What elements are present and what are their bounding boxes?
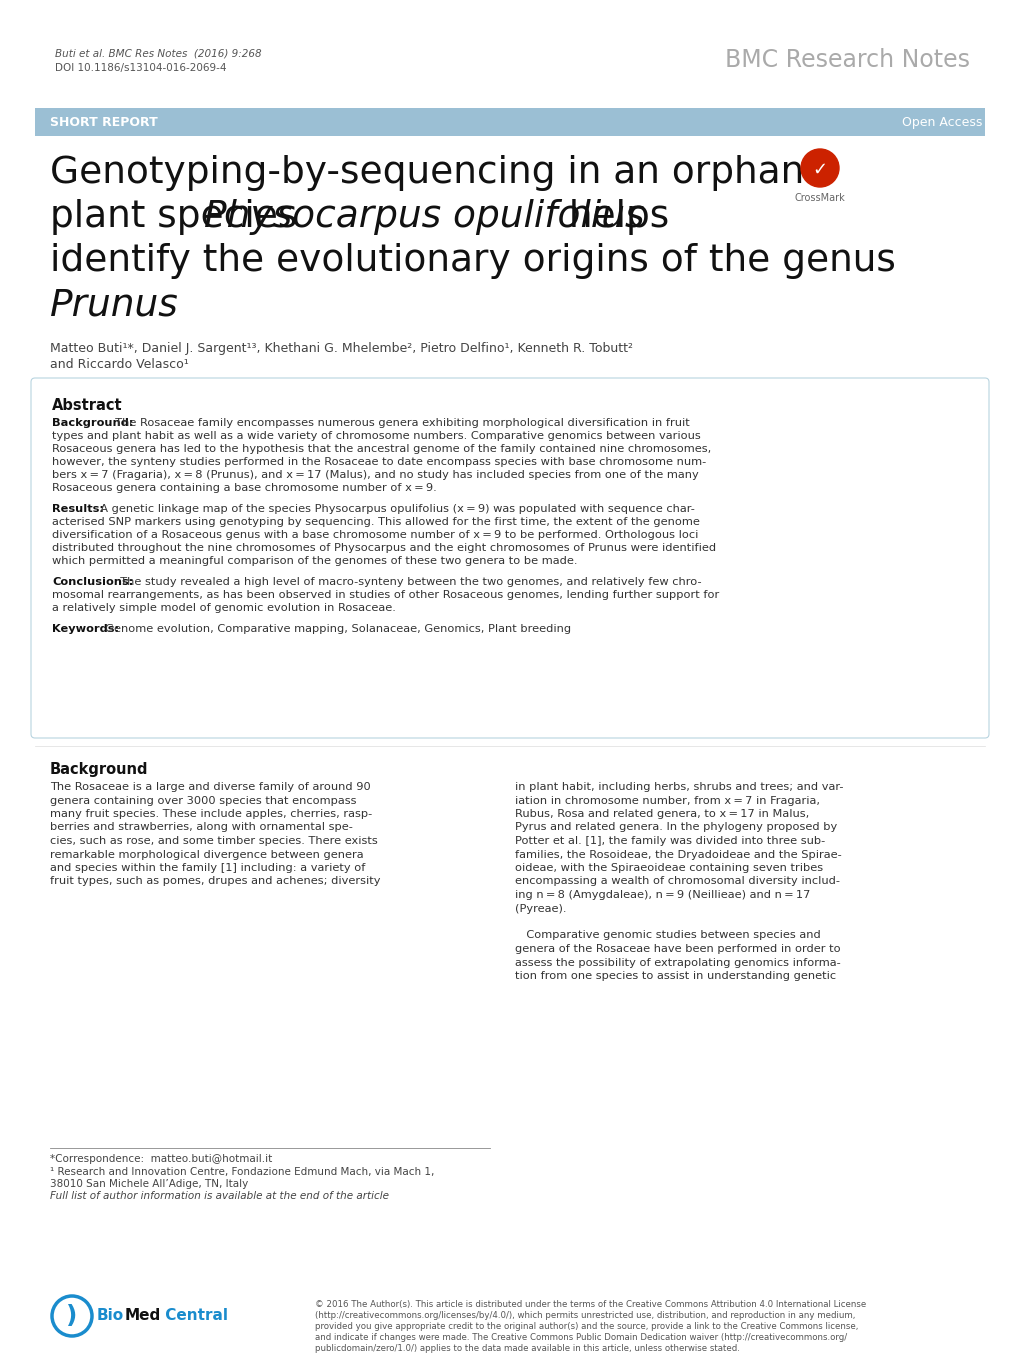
Text: types and plant habit as well as a wide variety of chromosome numbers. Comparati: types and plant habit as well as a wide … [52, 431, 700, 440]
Text: A genetic linkage map of the species Physocarpus opulifolius (x = 9) was populat: A genetic linkage map of the species Phy… [93, 504, 694, 514]
Text: Genome evolution, Comparative mapping, Solanaceae, Genomics, Plant breeding: Genome evolution, Comparative mapping, S… [98, 625, 571, 634]
Text: which permitted a meaningful comparison of the genomes of these two genera to be: which permitted a meaningful comparison … [52, 556, 577, 566]
Text: publicdomain/zero/1.0/) applies to the data made available in this article, unle: publicdomain/zero/1.0/) applies to the d… [315, 1344, 739, 1354]
Text: acterised SNP markers using genotyping by sequencing. This allowed for the first: acterised SNP markers using genotyping b… [52, 518, 699, 527]
Text: Full list of author information is available at the end of the article: Full list of author information is avail… [50, 1191, 388, 1201]
Text: ✓: ✓ [812, 161, 826, 179]
Text: iation in chromosome number, from x = 7 in Fragaria,: iation in chromosome number, from x = 7 … [515, 795, 819, 805]
Text: Buti et al. BMC Res Notes  (2016) 9:268: Buti et al. BMC Res Notes (2016) 9:268 [55, 47, 261, 58]
Text: bers x = 7 (Fragaria), x = 8 (Prunus), and x = 17 (Malus), and no study has incl: bers x = 7 (Fragaria), x = 8 (Prunus), a… [52, 470, 698, 480]
Text: Open Access: Open Access [901, 117, 981, 129]
Text: helps: helps [556, 199, 668, 234]
Text: assess the possibility of extrapolating genomics informa-: assess the possibility of extrapolating … [515, 958, 840, 967]
Text: Genotyping-by-sequencing in an orphan: Genotyping-by-sequencing in an orphan [50, 154, 803, 191]
Text: ¹ Research and Innovation Centre, Fondazione Edmund Mach, via Mach 1,: ¹ Research and Innovation Centre, Fondaz… [50, 1167, 434, 1177]
Text: Central: Central [160, 1308, 228, 1322]
Text: Bio: Bio [97, 1308, 124, 1322]
Text: in plant habit, including herbs, shrubs and trees; and var-: in plant habit, including herbs, shrubs … [515, 782, 843, 793]
Text: and species within the family [1] including: a variety of: and species within the family [1] includ… [50, 863, 365, 873]
Text: ing n = 8 (Amygdaleae), n = 9 (Neillieae) and n = 17: ing n = 8 (Amygdaleae), n = 9 (Neillieae… [515, 890, 809, 900]
Text: encompassing a wealth of chromosomal diversity includ-: encompassing a wealth of chromosomal div… [515, 877, 840, 886]
Text: distributed throughout the nine chromosomes of Physocarpus and the eight chromos: distributed throughout the nine chromoso… [52, 543, 715, 553]
Text: The Rosaceae family encompasses numerous genera exhibiting morphological diversi: The Rosaceae family encompasses numerous… [108, 417, 689, 428]
Text: Potter et al. [1], the family was divided into three sub-: Potter et al. [1], the family was divide… [515, 836, 824, 846]
Text: plant species: plant species [50, 199, 309, 234]
Text: Matteo Buti¹*, Daniel J. Sargent¹³, Khethani G. Mhelembe², Pietro Delfino¹, Kenn: Matteo Buti¹*, Daniel J. Sargent¹³, Khet… [50, 341, 633, 355]
Text: *Correspondence:  matteo.buti@hotmail.it: *Correspondence: matteo.buti@hotmail.it [50, 1154, 272, 1164]
Text: (http://creativecommons.org/licenses/by/4.0/), which permits unrestricted use, d: (http://creativecommons.org/licenses/by/… [315, 1312, 855, 1320]
Text: CrossMark: CrossMark [794, 192, 845, 203]
Text: Rosaceous genera has led to the hypothesis that the ancestral genome of the fami: Rosaceous genera has led to the hypothes… [52, 444, 710, 454]
Text: cies, such as rose, and some timber species. There exists: cies, such as rose, and some timber spec… [50, 836, 377, 846]
Text: SHORT REPORT: SHORT REPORT [50, 117, 158, 129]
Text: and indicate if changes were made. The Creative Commons Public Domain Dedication: and indicate if changes were made. The C… [315, 1333, 847, 1341]
Text: (Pyreae).: (Pyreae). [515, 904, 566, 913]
Text: mosomal rearrangements, as has been observed in studies of other Rosaceous genom: mosomal rearrangements, as has been obse… [52, 589, 718, 600]
Text: Rubus, Rosa and related genera, to x = 17 in Malus,: Rubus, Rosa and related genera, to x = 1… [515, 809, 808, 818]
Text: Prunus: Prunus [50, 287, 178, 322]
Text: Abstract: Abstract [52, 398, 122, 413]
Text: genera of the Rosaceae have been performed in order to: genera of the Rosaceae have been perform… [515, 944, 840, 954]
Text: oideae, with the Spiraeoideae containing seven tribes: oideae, with the Spiraeoideae containing… [515, 863, 822, 873]
Text: The study revealed a high level of macro-synteny between the two genomes, and re: The study revealed a high level of macro… [113, 577, 701, 587]
Text: Pyrus and related genera. In the phylogeny proposed by: Pyrus and related genera. In the phyloge… [515, 822, 837, 832]
Text: Results:: Results: [52, 504, 104, 514]
Text: Physocarpus opulifolius: Physocarpus opulifolius [204, 199, 644, 234]
Text: ): ) [66, 1304, 77, 1328]
Bar [35, 108, 984, 136]
Text: Background: Background [50, 762, 149, 776]
Text: Comparative genomic studies between species and: Comparative genomic studies between spec… [515, 931, 820, 940]
Text: Background:: Background: [52, 417, 133, 428]
Text: families, the Rosoideae, the Dryadoideae and the Spirae-: families, the Rosoideae, the Dryadoideae… [515, 850, 841, 859]
Text: BMC Research Notes: BMC Research Notes [725, 47, 969, 72]
Text: tion from one species to assist in understanding genetic: tion from one species to assist in under… [515, 972, 836, 981]
Text: provided you give appropriate credit to the original author(s) and the source, p: provided you give appropriate credit to … [315, 1322, 858, 1331]
FancyBboxPatch shape [31, 378, 988, 738]
Text: Rosaceous genera containing a base chromosome number of x = 9.: Rosaceous genera containing a base chrom… [52, 482, 436, 493]
Text: identify the evolutionary origins of the genus: identify the evolutionary origins of the… [50, 243, 895, 279]
Text: fruit types, such as pomes, drupes and achenes; diversity: fruit types, such as pomes, drupes and a… [50, 877, 380, 886]
Text: Keywords:: Keywords: [52, 625, 119, 634]
Text: Conclusions:: Conclusions: [52, 577, 133, 587]
Text: The Rosaceae is a large and diverse family of around 90: The Rosaceae is a large and diverse fami… [50, 782, 370, 793]
Circle shape [800, 149, 839, 187]
Text: diversification of a Rosaceous genus with a base chromosome number of x = 9 to b: diversification of a Rosaceous genus wit… [52, 530, 698, 541]
Text: DOI 10.1186/s13104-016-2069-4: DOI 10.1186/s13104-016-2069-4 [55, 62, 226, 73]
Text: © 2016 The Author(s). This article is distributed under the terms of the Creativ: © 2016 The Author(s). This article is di… [315, 1299, 865, 1309]
Text: 38010 San Michele All’Adige, TN, Italy: 38010 San Michele All’Adige, TN, Italy [50, 1179, 248, 1188]
Text: and Riccardo Velasco¹: and Riccardo Velasco¹ [50, 358, 189, 371]
Text: genera containing over 3000 species that encompass: genera containing over 3000 species that… [50, 795, 357, 805]
Text: a relatively simple model of genomic evolution in Rosaceae.: a relatively simple model of genomic evo… [52, 603, 395, 612]
Text: Med: Med [125, 1308, 161, 1322]
Text: many fruit species. These include apples, cherries, rasp-: many fruit species. These include apples… [50, 809, 372, 818]
Text: remarkable morphological divergence between genera: remarkable morphological divergence betw… [50, 850, 363, 859]
Text: however, the synteny studies performed in the Rosaceae to date encompass species: however, the synteny studies performed i… [52, 457, 705, 467]
Text: berries and strawberries, along with ornamental spe-: berries and strawberries, along with orn… [50, 822, 353, 832]
